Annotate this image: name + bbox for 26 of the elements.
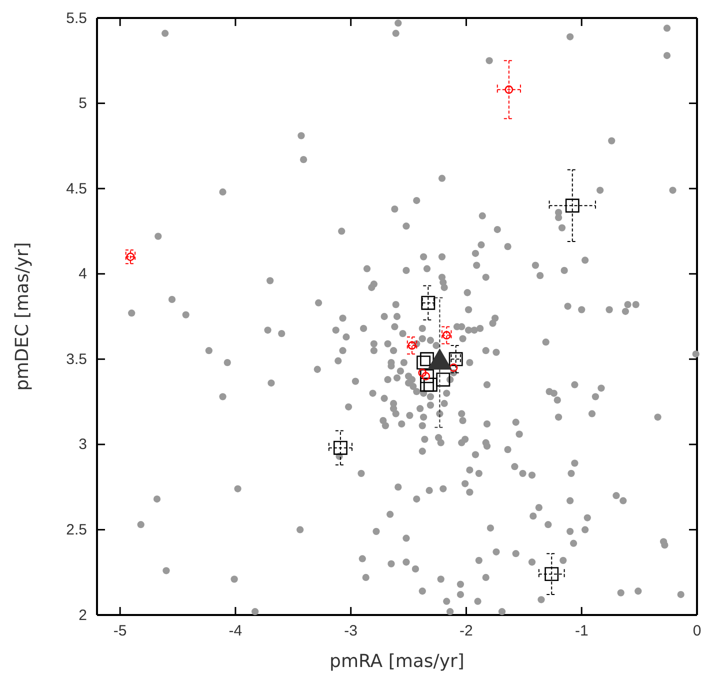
x-tick-label: -1 [574, 622, 588, 640]
point [449, 363, 458, 372]
point [420, 369, 434, 384]
x-tick-label: -3 [344, 622, 358, 640]
y-tick-label: 2.5 [66, 522, 87, 539]
y-tick-label: 2 [78, 606, 87, 624]
x-tick-label: -5 [113, 622, 127, 640]
x-tick-label: 0 [692, 622, 702, 640]
y-axis-title: pmDEC [mas/yr] [12, 242, 33, 391]
x-axis-title: pmRA [mas/yr] [330, 651, 464, 672]
x-tick-label: -2 [460, 622, 473, 640]
y-tick-label: 5.5 [66, 10, 87, 27]
point [565, 198, 580, 213]
y-tick-label: 4.5 [66, 180, 87, 198]
y-tick-label: 3.5 [66, 350, 87, 368]
point [436, 372, 450, 387]
point [416, 356, 431, 370]
point [423, 378, 438, 392]
y-tick-label: 5 [78, 95, 87, 112]
y-tick-label: 3 [78, 436, 87, 454]
point [504, 85, 514, 94]
point [544, 567, 559, 582]
point [420, 378, 434, 392]
y-tick-label: 4 [78, 266, 87, 283]
x-tick-label: -4 [228, 622, 242, 640]
point [333, 440, 348, 455]
